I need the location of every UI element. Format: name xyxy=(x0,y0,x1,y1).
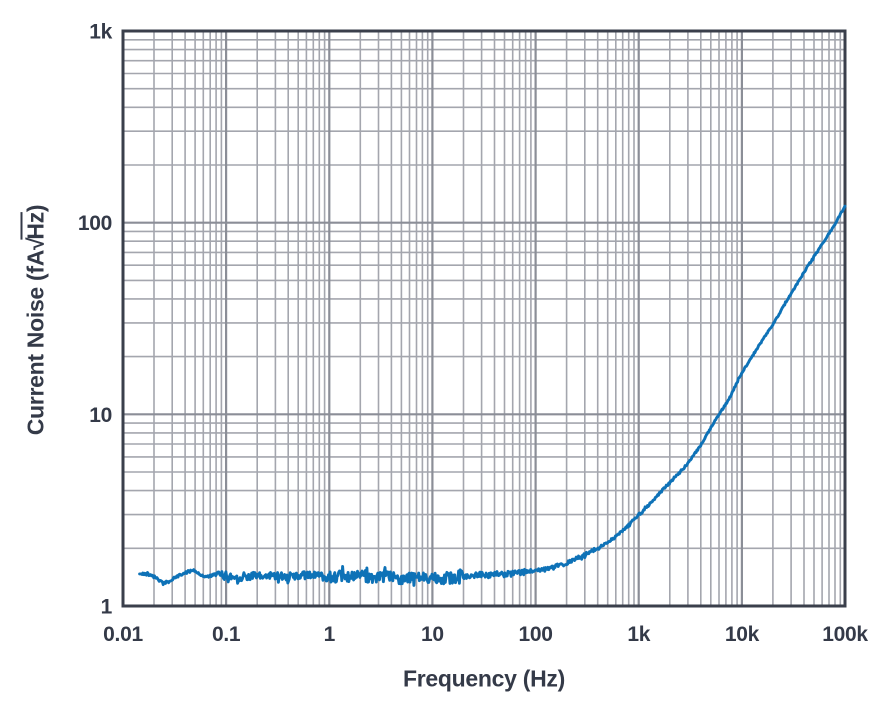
x-tick-label: 10 xyxy=(421,623,444,646)
noise-curve-line xyxy=(138,204,847,587)
y-tick-labels: 1 10 100 1k xyxy=(78,21,113,619)
y-tick-label: 1k xyxy=(89,21,112,44)
x-tick-label: 0.1 xyxy=(212,623,241,646)
x-tick-label: 0.01 xyxy=(103,623,143,646)
y-axis-title-radicand: Hz xyxy=(22,212,49,240)
y-tick-label: 1 xyxy=(101,596,113,619)
y-axis-title: Current Noise (fA√Hz) xyxy=(23,205,50,436)
x-tick-label: 1 xyxy=(324,623,336,646)
x-tick-label: 10k xyxy=(725,623,760,646)
x-tick-label: 1k xyxy=(627,623,650,646)
x-tick-label: 100 xyxy=(519,623,553,646)
y-axis-title-pre: Current Noise (fA xyxy=(22,249,49,436)
grid-minor-lines xyxy=(123,31,845,606)
y-axis-title-post: ) xyxy=(22,204,49,213)
y-tick-label: 100 xyxy=(78,212,112,235)
x-tick-label: 100k xyxy=(822,623,868,646)
x-axis-title: Frequency (Hz) xyxy=(403,665,565,692)
y-tick-label: 10 xyxy=(89,404,112,427)
x-tick-labels: 0.01 0.1 1 10 100 1k 10k 100k xyxy=(103,623,869,646)
plot-frame xyxy=(121,29,847,608)
